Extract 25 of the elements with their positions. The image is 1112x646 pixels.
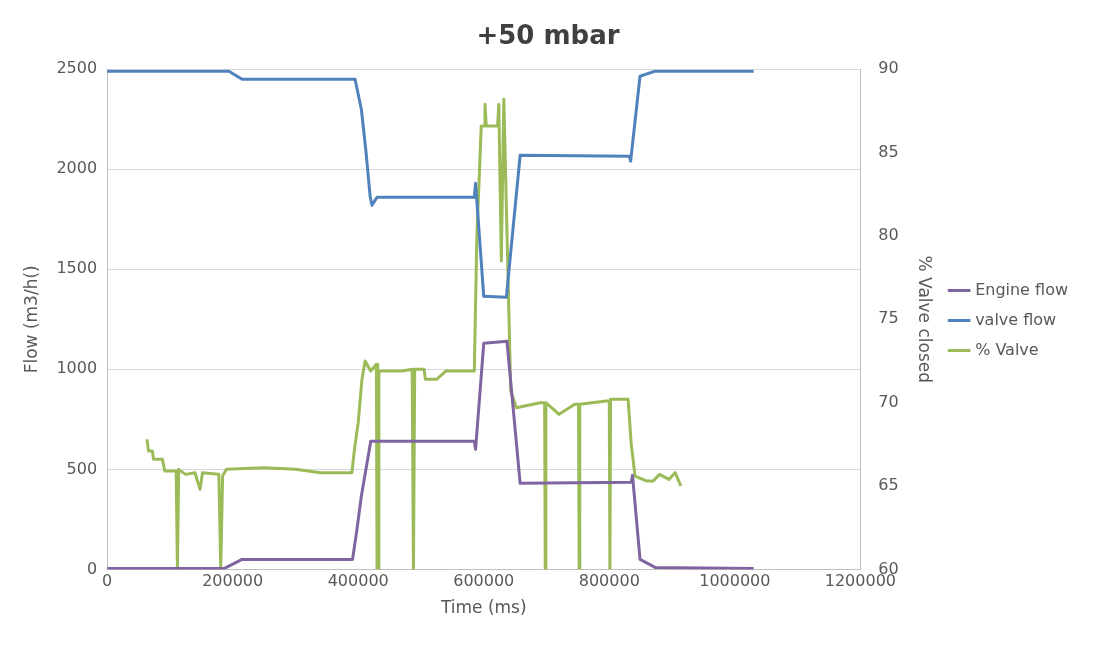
y-axis-title: Flow (m3/h() [20, 265, 41, 374]
legend-label: % Valve [975, 339, 1039, 359]
x-tick-label: 800000 [578, 571, 640, 591]
legend-label: Engine flow [975, 279, 1068, 299]
y-tick-label: 2500 [56, 58, 98, 78]
y2-tick-label: 65 [878, 475, 899, 495]
x-tick-label: 1000000 [699, 571, 771, 591]
y2-tick-label: 70 [878, 391, 899, 411]
x-axis-title: Time (ms) [439, 597, 527, 618]
legend-label: valve flow [975, 309, 1057, 329]
x-tick-label: 600000 [453, 571, 515, 591]
chart-title: +50 mbar [476, 20, 620, 51]
y2-tick-label: 80 [878, 225, 899, 245]
x-tick-label: 400000 [327, 571, 389, 591]
x-tick-label: 0 [102, 571, 113, 591]
y-tick-label: 0 [86, 558, 98, 578]
y-tick-label: 2000 [56, 158, 98, 178]
y2-tick-label: 90 [878, 58, 899, 78]
y-tick-label: 1500 [56, 258, 98, 278]
y-tick-label: 500 [66, 458, 98, 478]
y-tick-label: 1000 [56, 358, 98, 378]
y2-tick-label: 85 [878, 141, 899, 161]
y2-axis-title: % Valve closed [914, 255, 935, 384]
x-tick-label: 200000 [202, 571, 264, 591]
y2-tick-label: 75 [878, 308, 899, 328]
